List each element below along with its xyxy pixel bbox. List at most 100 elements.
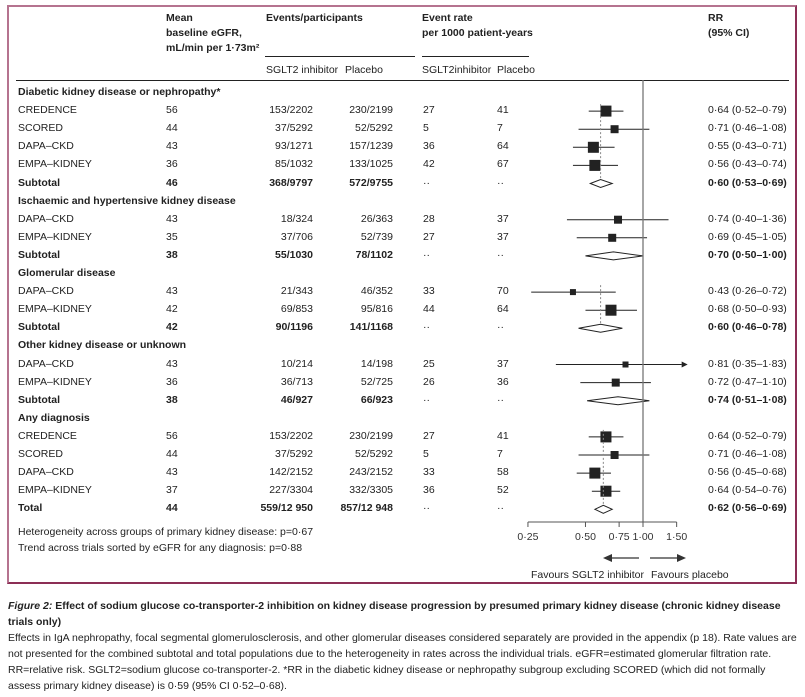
cell-egfr: 42 — [166, 303, 178, 316]
cell-egfr: 43 — [166, 212, 178, 225]
row-label: SCORED — [18, 448, 63, 460]
cell-rate-placebo: 36 — [497, 375, 509, 388]
pooled-diamond — [585, 251, 644, 261]
row-label: EMPA–KIDNEY — [18, 230, 92, 243]
cell-rate-placebo: 67 — [497, 158, 509, 171]
cell-rate-sglt2: 25 — [423, 357, 435, 370]
row-label: Subtotal — [18, 393, 60, 406]
cell-events-placebo: 52/5292 — [355, 448, 393, 460]
header-rate-2: per 1000 patient-years — [422, 27, 533, 39]
cell-rate-placebo: 41 — [497, 104, 509, 117]
point-estimate — [600, 105, 612, 117]
group-heading: Any diagnosis — [18, 411, 90, 424]
forest-plot: 0·25 0·50 0·75 1·00 1·50 — [517, 80, 688, 562]
cell-rate-sglt2: 27 — [423, 104, 435, 117]
cell-events-placebo: 46/352 — [360, 285, 393, 298]
cell-egfr: 44 — [166, 502, 178, 515]
cell-egfr: 56 — [166, 104, 178, 117]
cell-rate-sglt2: ·· — [423, 393, 430, 406]
cell-events-placebo: 14/198 — [360, 357, 393, 370]
cell-rate-placebo: ·· — [497, 321, 504, 334]
row-label: Subtotal — [18, 176, 60, 189]
header-egfr-3: mL/min per 1·73m² — [166, 42, 260, 54]
cell-rr-ci: 0·62 (0·56–0·69) — [708, 502, 787, 515]
cell-egfr: 43 — [166, 140, 178, 153]
point-estimate — [611, 378, 620, 387]
caption-title: Figure 2: Effect of sodium glucose co-tr… — [8, 598, 798, 630]
header-rr-1: RR — [708, 12, 724, 24]
cell-rate-sglt2: 36 — [423, 484, 435, 497]
row-label: EMPA–KIDNEY — [18, 484, 92, 497]
cell-rate-sglt2: 27 — [423, 429, 435, 442]
cell-rr-ci: 0·56 (0·45–0·68) — [708, 466, 787, 479]
cell-egfr: 36 — [166, 158, 178, 171]
cell-events-sglt2: 142/2152 — [269, 466, 313, 479]
cell-egfr: 35 — [166, 230, 178, 243]
group-heading: Ischaemic and hypertensive kidney diseas… — [18, 194, 236, 207]
row-label: EMPA–KIDNEY — [18, 375, 92, 388]
cell-rr-ci: 0·69 (0·45–1·05) — [708, 230, 787, 243]
cell-rr-ci: 0·74 (0·40–1·36) — [708, 212, 787, 225]
cell-events-placebo: 26/363 — [360, 212, 393, 225]
point-estimate — [589, 467, 601, 479]
cell-events-sglt2: 368/9797 — [269, 176, 313, 189]
cell-rate-sglt2: ·· — [423, 502, 430, 515]
cell-rr-ci: 0·60 (0·46–0·78) — [708, 321, 787, 334]
cell-rate-placebo: 70 — [497, 285, 509, 298]
cell-events-sglt2: 36/713 — [280, 375, 313, 388]
x-tick-label: 0·50 — [575, 531, 596, 543]
cell-rate-sglt2: ·· — [423, 248, 430, 261]
cell-egfr: 37 — [166, 484, 178, 497]
x-tick-label: 1·50 — [666, 531, 687, 543]
figure-frame — [7, 5, 797, 584]
cell-events-sglt2: 37/5292 — [275, 122, 313, 135]
cell-events-placebo: 95/816 — [360, 303, 393, 316]
cell-events-sglt2: 227/3304 — [269, 484, 313, 497]
cell-rate-placebo: 7 — [497, 122, 503, 135]
header-egfr-1: Mean — [166, 12, 193, 24]
row-label: DAPA–CKD — [18, 357, 74, 370]
point-estimate — [610, 451, 619, 459]
cell-egfr: 36 — [166, 375, 178, 388]
cell-rate-placebo: 37 — [497, 212, 509, 225]
row-label: CREDENCE — [18, 104, 77, 117]
cell-rate-placebo: 7 — [497, 448, 503, 460]
cell-rate-sglt2: ·· — [423, 176, 430, 189]
pooled-diamond — [578, 323, 623, 333]
cell-rr-ci: 0·72 (0·47–1·10) — [708, 375, 787, 388]
favours-left-label: Favours SGLT2 inhibitor — [531, 569, 645, 581]
caption-title-text: Effect of sodium glucose co-transporter-… — [8, 600, 781, 628]
cell-rate-sglt2: 5 — [423, 122, 429, 135]
cell-rr-ci: 0·64 (0·54–0·76) — [708, 484, 787, 497]
group-heading: Other kidney disease or unknown — [18, 339, 187, 352]
header-rr-2: (95% CI) — [708, 27, 750, 39]
cell-events-placebo: 243/2152 — [349, 466, 393, 479]
cell-rate-placebo: 52 — [497, 484, 509, 497]
cell-rate-placebo: ·· — [497, 393, 504, 406]
cell-rate-placebo: 64 — [497, 303, 509, 316]
cell-events-sglt2: 18/324 — [280, 212, 313, 225]
events-underline — [265, 56, 415, 57]
group-heading: Diabetic kidney disease or nephropathy* — [18, 86, 221, 98]
cell-rate-sglt2: 33 — [423, 285, 435, 298]
subheader-events-placebo: Placebo — [345, 64, 383, 76]
cell-rr-ci: 0·64 (0·52–0·79) — [708, 429, 787, 442]
cell-rr-ci: 0·71 (0·46–1·08) — [708, 122, 787, 135]
cell-events-sglt2: 90/1196 — [275, 321, 313, 334]
row-label: DAPA–CKD — [18, 212, 74, 225]
cell-rr-ci: 0·71 (0·46–1·08) — [708, 448, 787, 460]
cell-events-placebo: 78/1102 — [355, 248, 393, 261]
cell-rr-ci: 0·64 (0·52–0·79) — [708, 104, 787, 117]
cell-events-placebo: 66/923 — [360, 393, 393, 406]
cell-rate-sglt2: 42 — [423, 158, 435, 171]
cell-rate-placebo: ·· — [497, 248, 504, 261]
cell-rr-ci: 0·70 (0·50–1·00) — [708, 248, 787, 261]
cell-events-placebo: 157/1239 — [349, 140, 393, 153]
cell-events-placebo: 52/739 — [360, 230, 393, 243]
header-rule — [16, 80, 789, 81]
cell-rate-placebo: 37 — [497, 357, 509, 370]
cell-rr-ci: 0·74 (0·51–1·08) — [708, 393, 787, 406]
point-estimate — [569, 289, 576, 296]
cell-egfr: 44 — [166, 122, 178, 135]
ci-arrow-icon — [681, 361, 688, 368]
